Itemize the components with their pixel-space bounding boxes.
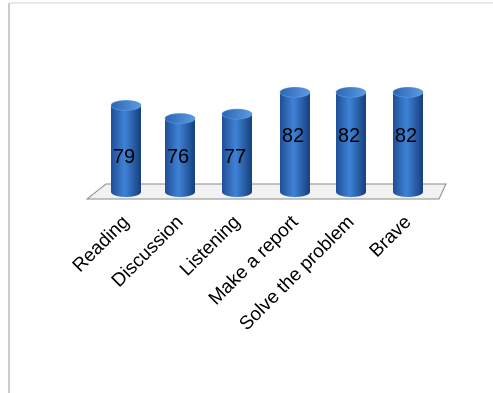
bar-solve-the-problem [335, 86, 367, 197]
data-label-make-a-report: 82 [282, 125, 304, 147]
value-labels-layer: 79 76 77 82 82 82 [113, 125, 417, 168]
bar-top [335, 86, 367, 98]
bar-body [280, 92, 310, 197]
bar-body [111, 105, 141, 197]
bar-top [221, 108, 253, 120]
bar-reading [110, 100, 142, 197]
bar-top [110, 100, 142, 111]
bar-top [164, 113, 196, 124]
category-label-brave: Brave [366, 212, 416, 262]
data-label-listening: 77 [224, 146, 246, 168]
bar-body [336, 92, 366, 197]
data-label-discussion: 76 [167, 146, 189, 168]
data-label-reading: 79 [113, 146, 135, 168]
bar-discussion [164, 113, 196, 197]
bar-listening [221, 108, 253, 197]
bar-brave [392, 86, 424, 197]
bars-layer [110, 86, 424, 197]
bar-top [279, 86, 311, 98]
bar-body [393, 92, 423, 197]
bar-make-a-report [279, 86, 311, 197]
bar-body [165, 118, 195, 197]
data-label-solve-the-problem: 82 [338, 125, 360, 147]
bar-body [222, 114, 252, 197]
data-label-brave: 82 [395, 125, 417, 147]
bar-top [392, 86, 424, 98]
